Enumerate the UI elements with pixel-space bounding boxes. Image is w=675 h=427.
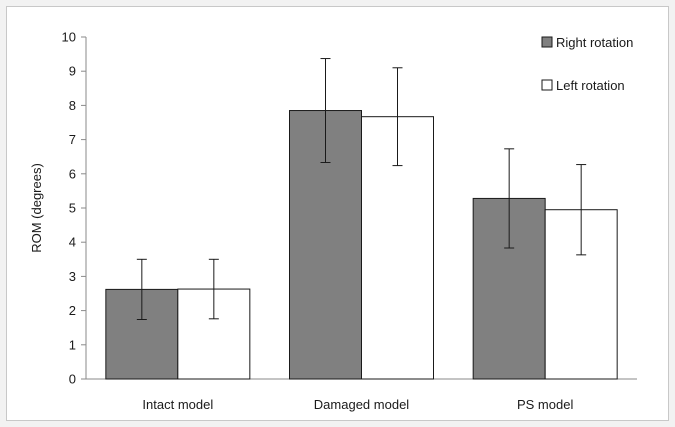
x-tick-label: PS model xyxy=(517,397,573,412)
y-ticks: 0 1 2 3 4 5 6 7 8 9 10 xyxy=(62,30,86,387)
bars xyxy=(105,110,618,380)
y-axis-title: ROM (degrees) xyxy=(29,163,44,253)
x-tick-label: Damaged model xyxy=(314,397,409,412)
x-tick-label: Intact model xyxy=(142,397,213,412)
y-tick-label: 3 xyxy=(69,269,76,284)
y-tick-label: 9 xyxy=(69,64,76,79)
y-tick-label: 8 xyxy=(69,98,76,113)
legend: Right rotation Left rotation xyxy=(541,35,633,93)
error-bars xyxy=(136,58,587,320)
legend-label: Right rotation xyxy=(556,35,633,50)
legend-swatch xyxy=(541,79,553,91)
y-tick-label: 1 xyxy=(69,337,76,352)
bar xyxy=(544,209,618,380)
legend-label: Left rotation xyxy=(556,78,625,93)
y-tick-label: 2 xyxy=(69,303,76,318)
x-tick-labels: Intact model Damaged model PS model xyxy=(142,397,573,412)
y-tick-label: 0 xyxy=(69,372,76,387)
y-tick-label: 7 xyxy=(69,132,76,147)
chart-frame: 0 1 2 3 4 5 6 7 8 9 10 Intact model Damaged model PS… xyxy=(6,6,669,421)
y-tick-label: 6 xyxy=(69,166,76,181)
legend-swatch xyxy=(541,36,553,48)
bar-chart: 0 1 2 3 4 5 6 7 8 9 10 Intact model Damaged model PS… xyxy=(29,30,637,412)
y-tick-label: 4 xyxy=(69,235,76,250)
y-tick-label: 10 xyxy=(62,30,76,45)
y-tick-label: 5 xyxy=(69,201,76,216)
